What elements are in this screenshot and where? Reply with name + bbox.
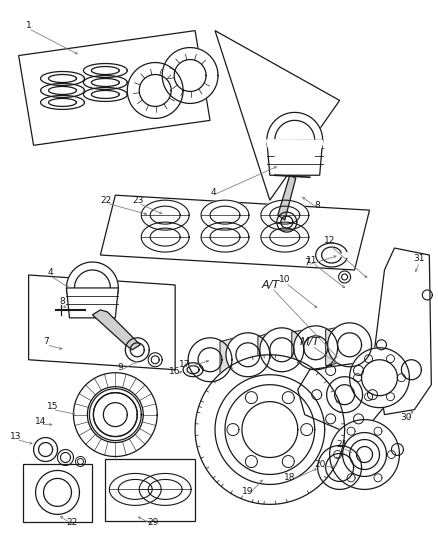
Polygon shape [339, 271, 350, 283]
Polygon shape [89, 389, 141, 441]
Text: 10: 10 [279, 276, 290, 285]
Text: 30: 30 [401, 413, 412, 422]
Polygon shape [28, 275, 175, 370]
Text: 14: 14 [35, 417, 46, 426]
Polygon shape [57, 449, 74, 465]
Text: 4: 4 [210, 188, 216, 197]
Polygon shape [326, 327, 339, 366]
Polygon shape [225, 385, 314, 474]
Text: 22: 22 [67, 518, 78, 527]
Polygon shape [261, 222, 309, 252]
Polygon shape [162, 47, 218, 103]
Polygon shape [318, 446, 361, 489]
Polygon shape [83, 76, 127, 90]
Text: M/T: M/T [300, 337, 320, 347]
Text: 8: 8 [60, 297, 65, 306]
Polygon shape [127, 62, 183, 118]
Text: 8: 8 [315, 200, 321, 209]
Bar [106, 459, 195, 521]
Polygon shape [141, 200, 189, 230]
Text: 12: 12 [324, 236, 336, 245]
Polygon shape [83, 63, 127, 77]
Text: 1: 1 [26, 21, 32, 30]
Polygon shape [327, 377, 363, 413]
Polygon shape [139, 473, 191, 505]
Polygon shape [67, 288, 118, 318]
Polygon shape [19, 30, 210, 146]
Polygon shape [35, 471, 79, 514]
Text: 9: 9 [117, 363, 123, 372]
Polygon shape [278, 175, 296, 220]
Polygon shape [292, 330, 306, 368]
Polygon shape [201, 222, 249, 252]
Polygon shape [141, 222, 189, 252]
Polygon shape [267, 140, 323, 162]
Polygon shape [41, 84, 85, 98]
Polygon shape [188, 338, 232, 382]
Text: 31: 31 [413, 254, 425, 263]
Polygon shape [201, 200, 249, 230]
Text: 22: 22 [101, 196, 112, 205]
Polygon shape [92, 310, 140, 350]
Polygon shape [350, 348, 410, 408]
Polygon shape [226, 333, 270, 377]
Polygon shape [75, 456, 85, 466]
Polygon shape [294, 326, 338, 370]
Polygon shape [261, 200, 309, 230]
Polygon shape [328, 323, 371, 367]
Polygon shape [67, 262, 118, 314]
Text: 17: 17 [179, 360, 191, 369]
Polygon shape [350, 440, 379, 470]
Text: 29: 29 [148, 518, 159, 527]
Polygon shape [148, 353, 162, 367]
Polygon shape [41, 71, 85, 85]
Polygon shape [330, 419, 399, 489]
Text: 18: 18 [284, 473, 296, 482]
Polygon shape [267, 112, 323, 168]
Polygon shape [195, 355, 345, 504]
Polygon shape [260, 328, 304, 372]
Polygon shape [183, 363, 203, 377]
Polygon shape [258, 332, 272, 373]
Text: 16: 16 [170, 367, 181, 376]
Text: 21: 21 [336, 440, 347, 449]
Text: 23: 23 [133, 196, 144, 205]
Text: 13: 13 [10, 432, 21, 441]
Text: 4: 4 [48, 269, 53, 278]
Polygon shape [110, 473, 161, 505]
Polygon shape [93, 393, 137, 437]
Polygon shape [298, 360, 395, 430]
Polygon shape [74, 373, 157, 456]
Text: 7: 7 [304, 257, 310, 266]
Polygon shape [267, 140, 323, 175]
Polygon shape [277, 212, 297, 232]
Polygon shape [215, 30, 339, 200]
Text: 11: 11 [306, 255, 318, 264]
Polygon shape [374, 248, 431, 415]
Text: 15: 15 [47, 402, 58, 411]
Polygon shape [220, 337, 238, 378]
Text: 7: 7 [44, 337, 49, 346]
Polygon shape [125, 338, 149, 362]
Text: 19: 19 [242, 487, 254, 496]
Polygon shape [100, 195, 370, 270]
Polygon shape [83, 87, 127, 101]
Polygon shape [41, 95, 85, 109]
Bar [23, 464, 92, 522]
Text: 20: 20 [314, 460, 325, 469]
Text: A/T: A/T [262, 280, 280, 290]
Polygon shape [34, 438, 57, 462]
